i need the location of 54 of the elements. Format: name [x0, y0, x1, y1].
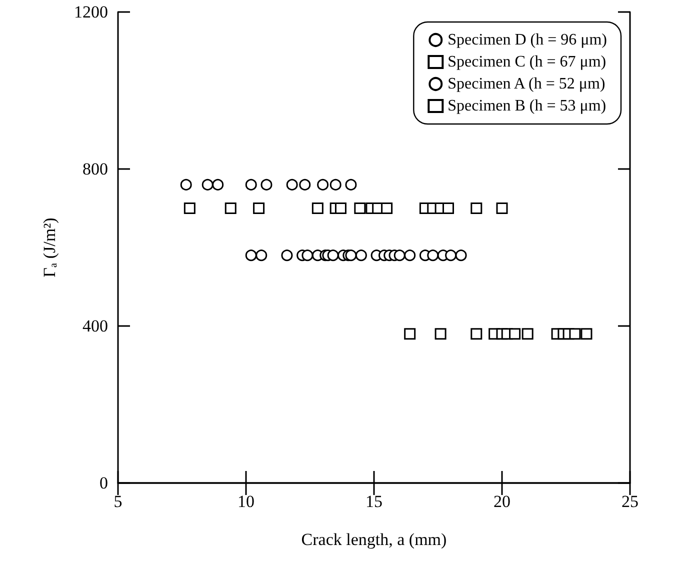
legend-label: Specimen D (h = 96 μm): [448, 32, 608, 48]
legend-label: Specimen C (h = 67 μm): [448, 54, 606, 70]
point: [445, 250, 457, 262]
point: [354, 202, 366, 214]
point: [470, 202, 482, 214]
x-tick-label: 15: [366, 492, 382, 511]
point: [317, 178, 329, 190]
x-tick-label: 20: [494, 492, 510, 511]
point: [355, 250, 367, 262]
point: [427, 250, 439, 262]
x-tick-label: 5: [114, 492, 122, 511]
point: [327, 250, 339, 262]
point: [442, 202, 454, 214]
point: [253, 202, 265, 214]
point: [509, 328, 521, 340]
point: [470, 328, 482, 340]
point: [381, 202, 393, 214]
point: [330, 178, 342, 190]
x-axis-title: Crack length, a (mm): [301, 530, 447, 549]
y-tick-label: 800: [82, 160, 108, 178]
point: [312, 202, 324, 214]
x-tick-label: 25: [622, 492, 638, 511]
y-axis-title: Γₐ (J/m²): [40, 218, 59, 278]
point: [202, 178, 214, 190]
legend-label: Specimen B (h = 53 μm): [448, 98, 606, 114]
point: [580, 328, 592, 340]
point: [394, 250, 406, 262]
point: [260, 178, 272, 190]
point: [496, 202, 508, 214]
x-tick-label: 10: [238, 492, 254, 511]
legend-label: Specimen A (h = 52 μm): [448, 76, 606, 92]
point: [434, 328, 446, 340]
point: [245, 178, 257, 190]
point: [184, 202, 196, 214]
point: [302, 250, 314, 262]
point: [345, 250, 357, 262]
point: [281, 250, 293, 262]
point: [180, 178, 192, 190]
y-tick-label: 0: [100, 474, 108, 492]
point: [404, 250, 416, 262]
point: [455, 250, 467, 262]
y-tick-label: 1200: [74, 2, 108, 22]
point: [224, 202, 236, 214]
point: [299, 178, 311, 190]
point: [256, 250, 268, 262]
point: [334, 202, 346, 214]
y-tick-label: 400: [82, 316, 108, 336]
point: [212, 178, 224, 190]
point: [345, 178, 357, 190]
point: [522, 328, 534, 340]
point: [245, 250, 257, 262]
point: [404, 328, 416, 340]
point: [569, 328, 581, 340]
point: [286, 178, 298, 190]
